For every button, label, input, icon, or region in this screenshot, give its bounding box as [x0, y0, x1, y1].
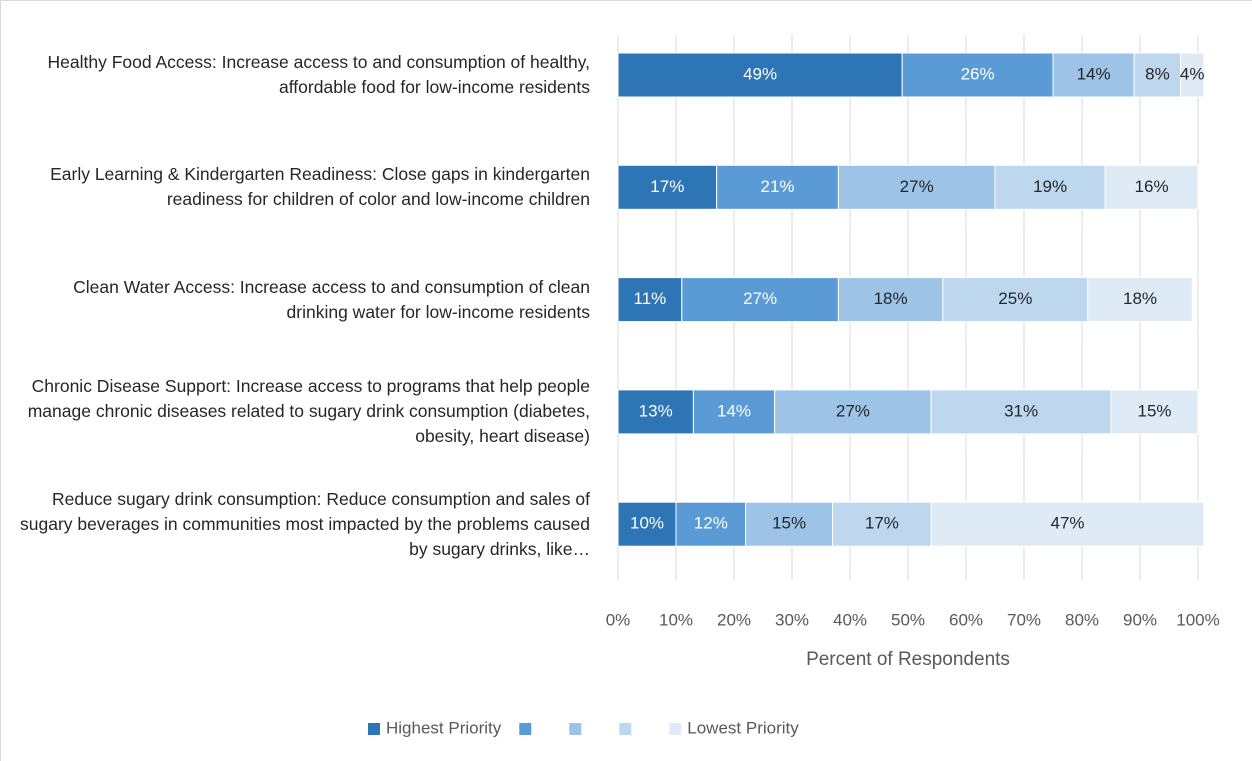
data-label: 15%: [1137, 401, 1171, 420]
bar-segment: [901, 52, 1054, 98]
bar-segment: [837, 164, 996, 210]
x-axis-title: Percent of Respondents: [806, 649, 1010, 670]
x-tick-label: 60%: [949, 610, 983, 629]
data-label: 47%: [1050, 514, 1084, 533]
data-label: 16%: [1135, 177, 1169, 196]
legend-swatch: [519, 723, 532, 735]
data-label: 13%: [639, 401, 673, 420]
data-label: 27%: [836, 401, 870, 420]
bar-segment: [930, 389, 1112, 435]
legend-swatch: [669, 723, 682, 735]
x-tick-label: 50%: [891, 610, 925, 629]
data-label: 17%: [865, 514, 899, 533]
bar-segment: [837, 277, 944, 323]
data-label: 27%: [743, 289, 777, 308]
legend-swatch: [619, 723, 632, 735]
data-label: 25%: [998, 289, 1032, 308]
bar-segment: [745, 501, 834, 547]
data-label: 19%: [1033, 177, 1067, 196]
data-label: 21%: [760, 177, 794, 196]
bar-segment: [1104, 164, 1199, 210]
bar-segment: [716, 164, 839, 210]
legend-swatch: [569, 723, 582, 735]
data-label: 18%: [1123, 289, 1157, 308]
data-label: 49%: [743, 64, 777, 83]
data-label: 18%: [874, 289, 908, 308]
x-tick-label: 30%: [775, 610, 809, 629]
category-label: Healthy Food Access: Increase access to …: [47, 52, 590, 97]
category-label: Clean Water Access: Increase access to a…: [73, 276, 590, 322]
bar-segment: [994, 164, 1106, 210]
data-label: 10%: [630, 514, 664, 533]
data-label: 12%: [694, 514, 728, 533]
bar-segment: [617, 501, 677, 547]
data-label: 4%: [1180, 64, 1205, 83]
bar-segment: [1133, 52, 1182, 98]
data-label: 15%: [772, 514, 806, 533]
data-label: 27%: [900, 177, 934, 196]
data-label: 11%: [634, 289, 667, 308]
bar-segment: [832, 501, 932, 547]
legend-swatch: [368, 723, 380, 735]
bar-segment: [1087, 277, 1193, 323]
x-tick-label: 20%: [717, 610, 751, 629]
x-tick-label: 40%: [833, 610, 867, 629]
bar-segment: [692, 389, 776, 435]
data-label: 31%: [1004, 401, 1038, 420]
category-label: Reduce sugary drink consumption: Reduce …: [20, 488, 590, 559]
x-tick-label: 70%: [1007, 610, 1041, 629]
category-label: Early Learning & Kindergarten Readiness:…: [50, 164, 590, 210]
bar-segment: [1052, 52, 1135, 98]
legend-label: Highest Priority: [386, 718, 502, 737]
legend-label: Lowest Priority: [687, 718, 799, 737]
bar-segment: [617, 277, 683, 323]
bar-segment: [1180, 52, 1205, 98]
data-label: 14%: [717, 401, 751, 420]
x-tick-label: 80%: [1065, 610, 1099, 629]
x-tick-label: 0%: [606, 610, 631, 629]
x-tick-label: 90%: [1123, 610, 1157, 629]
bar-segment: [681, 277, 839, 323]
data-label: 26%: [961, 64, 995, 83]
x-tick-label: 100%: [1176, 610, 1219, 629]
bar-segment: [930, 501, 1205, 547]
bar-segment: [617, 52, 903, 98]
category-label: Chronic Disease Support: Increase access…: [27, 376, 590, 447]
data-label: 17%: [650, 177, 684, 196]
bar-segment: [617, 389, 694, 435]
bar-segment: [774, 389, 932, 435]
bar-segment: [1110, 389, 1199, 435]
x-tick-label: 10%: [659, 610, 693, 629]
data-label: 14%: [1077, 64, 1111, 83]
data-label: 8%: [1145, 64, 1170, 83]
bar-segment: [617, 164, 718, 210]
